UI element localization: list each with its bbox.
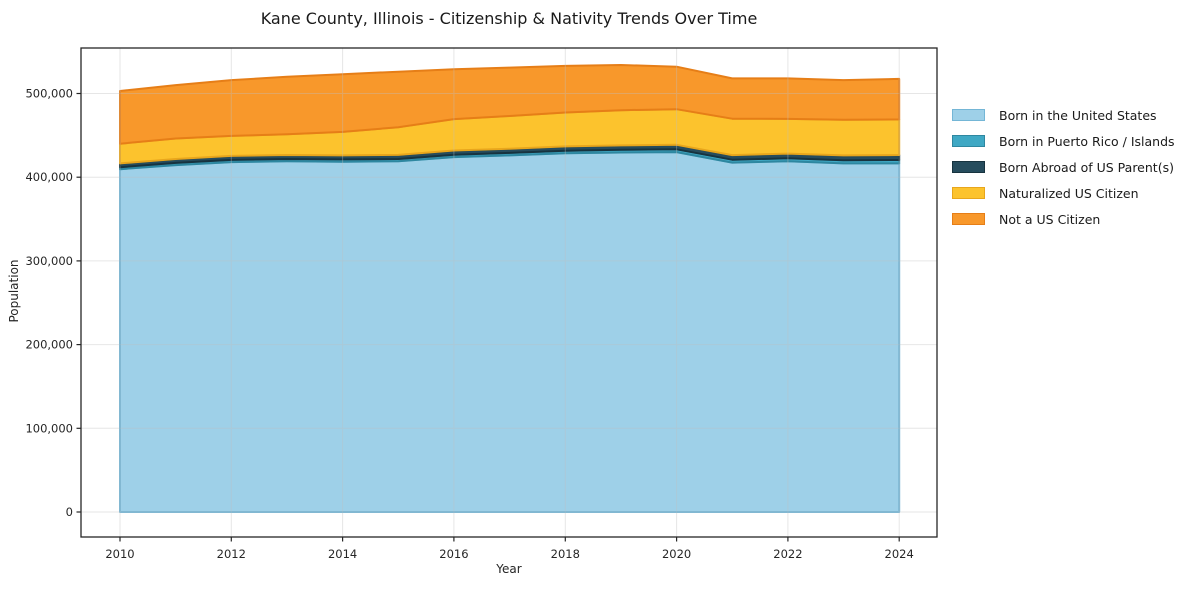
- legend-label: Naturalized US Citizen: [999, 185, 1139, 201]
- legend-item-born-in-puerto-rico-islands: Born in Puerto Rico / Islands: [952, 132, 1175, 150]
- legend-label: Not a US Citizen: [999, 211, 1101, 227]
- gridlines: [81, 48, 937, 537]
- x-axis-label: Year: [496, 562, 522, 576]
- x-tick-label: 2016: [439, 547, 468, 561]
- y-tick-label: 500,000: [25, 87, 73, 101]
- legend-item-not-a-us-citizen: Not a US Citizen: [952, 210, 1175, 228]
- legend: Born in the United States Born in Puerto …: [952, 106, 1175, 228]
- x-tick-label: 2022: [773, 547, 802, 561]
- x-tick-label: 2024: [885, 547, 914, 561]
- x-tick-label: 2018: [551, 547, 580, 561]
- legend-label: Born in the United States: [999, 107, 1157, 123]
- legend-swatch-icon: [952, 135, 985, 147]
- legend-swatch-icon: [952, 187, 985, 199]
- legend-item-naturalized-us-citizen: Naturalized US Citizen: [952, 184, 1175, 202]
- y-tick-label: 400,000: [25, 170, 73, 184]
- legend-item-born-abroad-of-us-parent-s: Born Abroad of US Parent(s): [952, 158, 1175, 176]
- y-tick-label: 100,000: [25, 421, 73, 435]
- legend-item-born-in-the-united-states: Born in the United States: [952, 106, 1175, 124]
- y-tick-label: 0: [66, 505, 73, 519]
- x-tick-label: 2020: [662, 547, 691, 561]
- legend-label: Born Abroad of US Parent(s): [999, 159, 1174, 175]
- x-tick-label: 2014: [328, 547, 357, 561]
- plot-border: [80, 47, 938, 538]
- legend-swatch-icon: [952, 109, 985, 121]
- y-axis: 0 100,000 200,000 300,000 400,000 500,000: [25, 87, 81, 519]
- y-axis-label: Population: [7, 259, 21, 323]
- x-tick-label: 2010: [105, 547, 134, 561]
- areas: [119, 64, 901, 513]
- area-born-in-the-united-states: [119, 151, 901, 513]
- legend-swatch-icon: [952, 161, 985, 173]
- area-not-a-us-citizen: [119, 64, 901, 145]
- legend-swatch-icon: [952, 213, 985, 225]
- y-tick-label: 200,000: [25, 338, 73, 352]
- y-tick-label: 300,000: [25, 254, 73, 268]
- x-tick-label: 2012: [217, 547, 246, 561]
- chart-title: Kane County, Illinois - Citizenship & Na…: [260, 9, 758, 28]
- legend-label: Born in Puerto Rico / Islands: [999, 133, 1175, 149]
- x-axis: 2010 2012 2014 2016 2018 2020 2022 2024: [105, 537, 914, 561]
